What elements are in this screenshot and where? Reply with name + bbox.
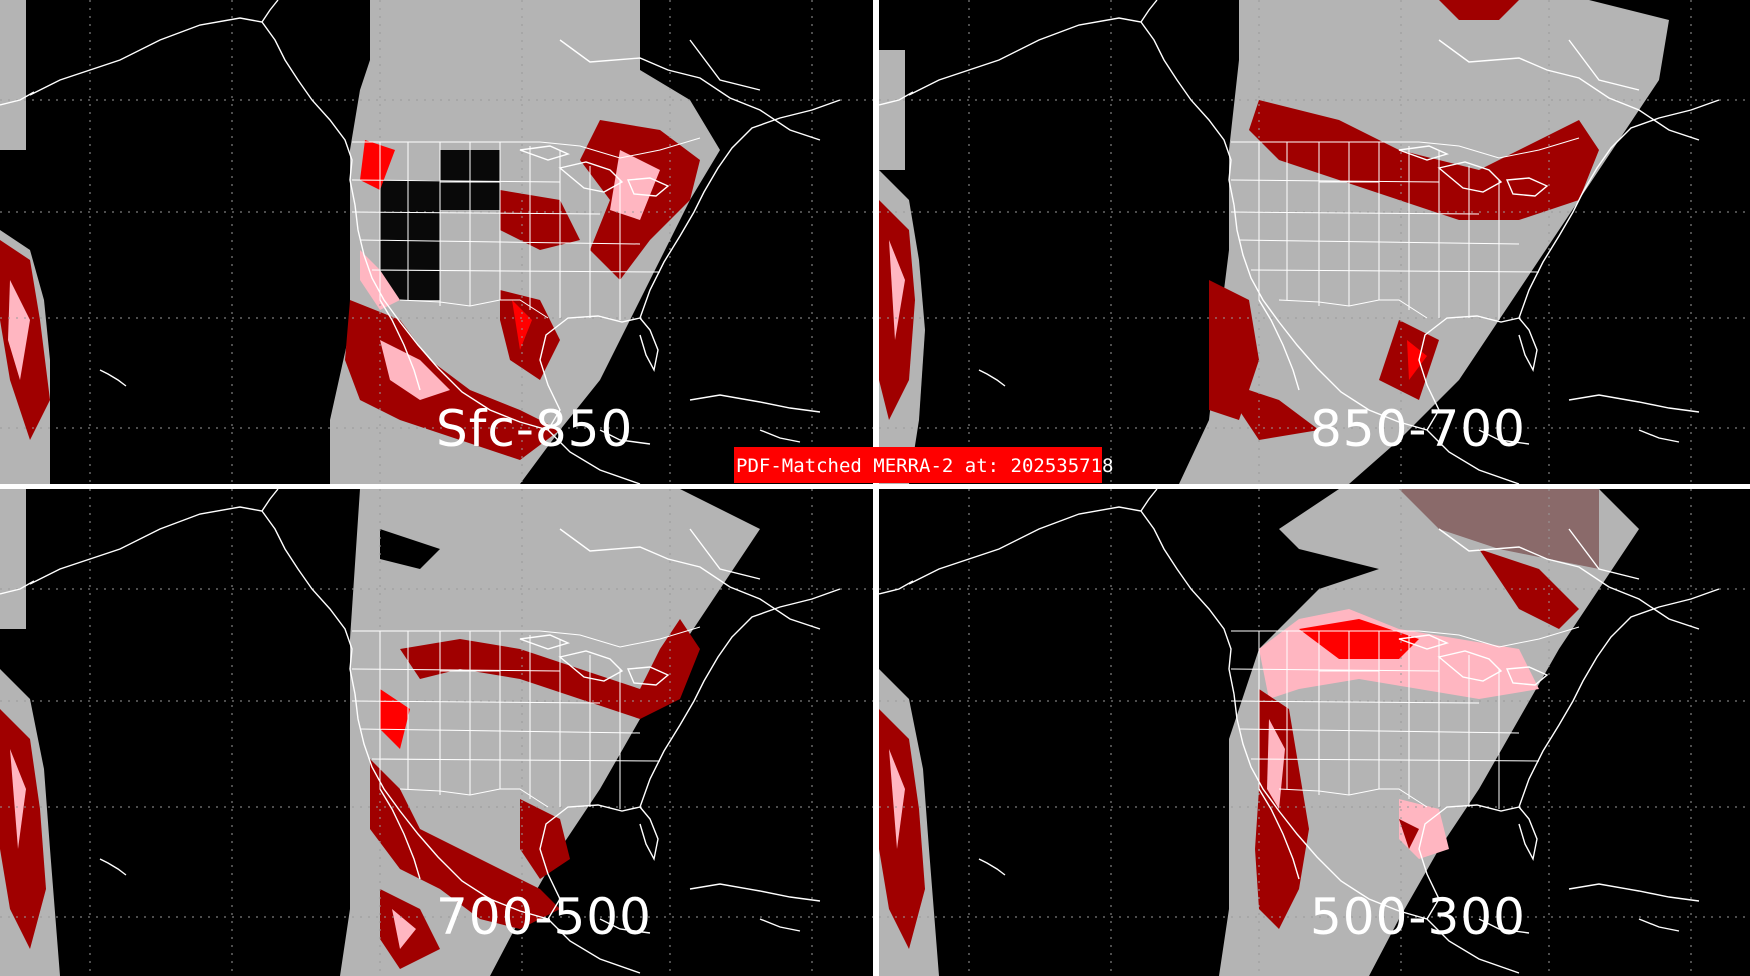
panel-label-850-700: 850-700 xyxy=(1310,400,1526,458)
cloud-fraction-overlay xyxy=(0,619,700,969)
panel-sfc-850 xyxy=(0,0,873,484)
panel-500-300 xyxy=(879,489,1750,976)
panel-label-700-500: 700-500 xyxy=(436,888,652,946)
panel-700-500 xyxy=(0,489,873,976)
panel-label-500-300: 500-300 xyxy=(1310,888,1526,946)
title-banner-text: PDF-Matched MERRA-2 at: 202535718 xyxy=(736,455,1114,477)
title-banner xyxy=(734,447,1102,483)
separator-horizontal xyxy=(0,484,1750,489)
panel-850-700 xyxy=(879,0,1750,484)
panel-label-sfc-850: Sfc-850 xyxy=(436,400,634,458)
